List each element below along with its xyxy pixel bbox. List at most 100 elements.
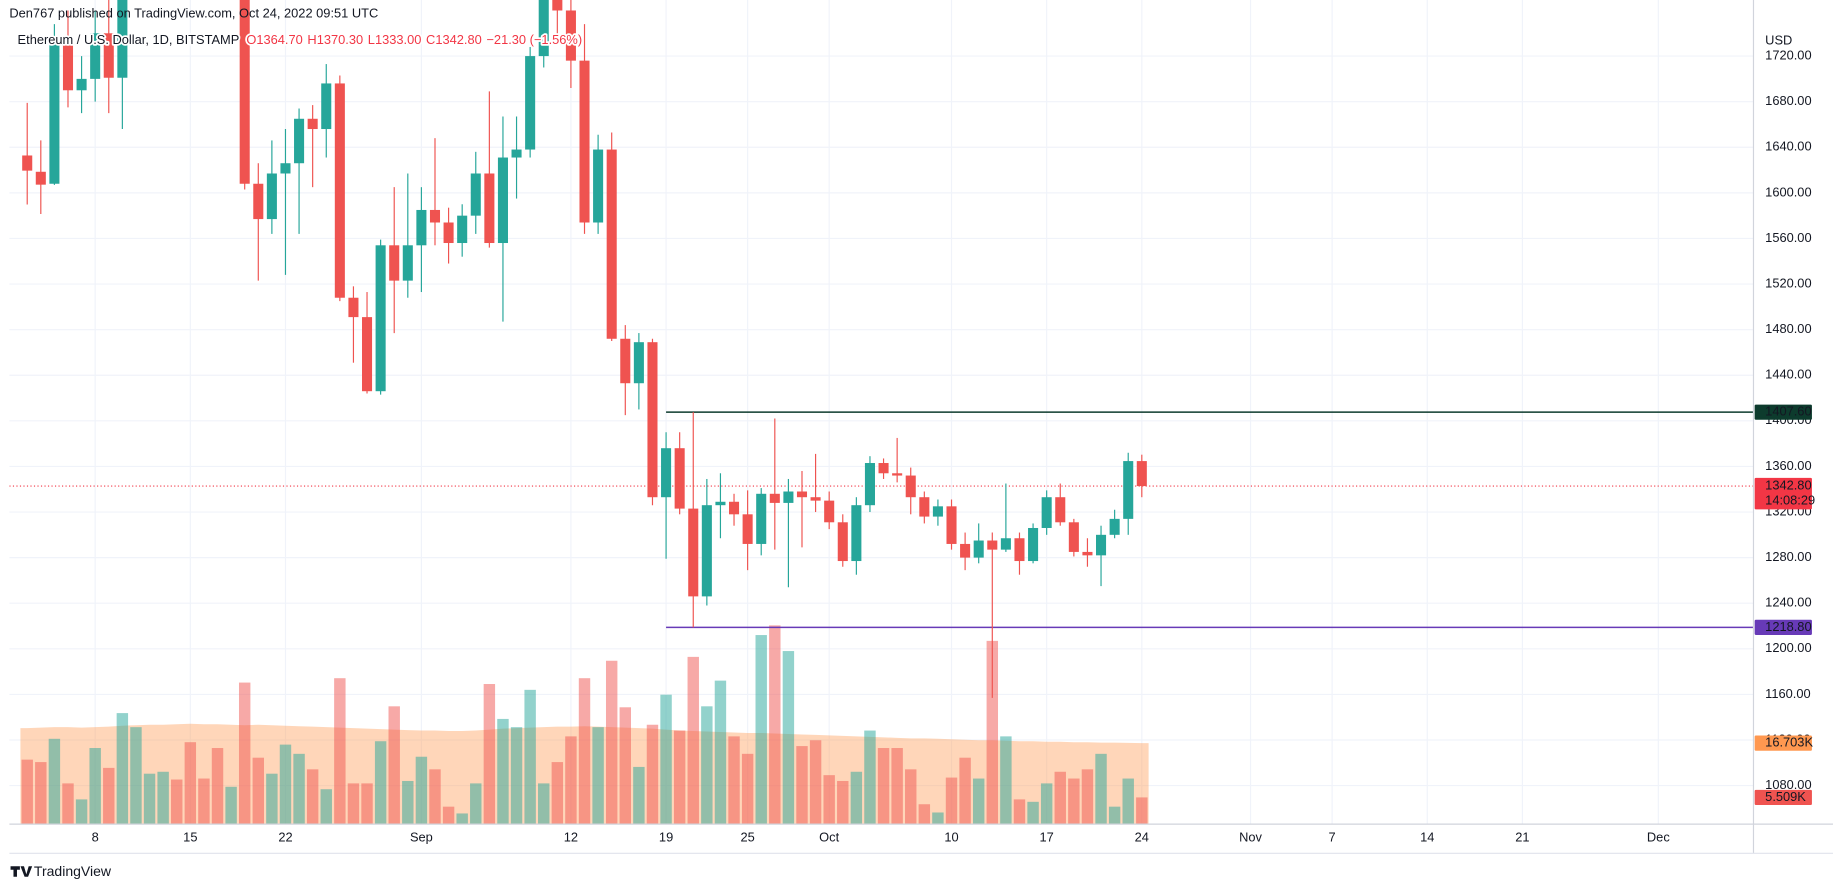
candle-body	[307, 118, 318, 130]
candle	[1096, 525, 1107, 587]
volume-bar	[905, 769, 917, 825]
volume-bar	[334, 678, 346, 825]
legend-high: H1370.30	[307, 32, 363, 47]
x-tick-label: 24	[1135, 830, 1149, 845]
candle	[701, 478, 712, 606]
volume-bar	[198, 778, 210, 825]
volume-bar	[1081, 769, 1094, 825]
candle-body	[661, 448, 672, 498]
candle	[22, 102, 33, 205]
candle	[1068, 518, 1079, 557]
candle-body	[796, 491, 808, 498]
candle	[783, 478, 794, 588]
candle-body	[892, 473, 903, 476]
volume-bar	[1000, 736, 1012, 825]
candle-body	[402, 245, 413, 281]
candle-body	[484, 173, 495, 244]
footer-logo: TradingView	[10, 863, 112, 879]
candle	[117, 0, 128, 130]
candle	[307, 105, 318, 188]
candle-body	[810, 497, 821, 501]
x-tick-label: 12	[564, 830, 578, 845]
volume-bar	[62, 783, 74, 825]
volume-ma-label-box	[1754, 735, 1812, 751]
candle-body	[593, 149, 604, 223]
candle	[810, 453, 821, 513]
candle	[688, 412, 699, 628]
volume-bar	[565, 736, 577, 825]
candle-body	[905, 475, 916, 498]
candle-body	[266, 173, 277, 220]
candle	[49, 24, 60, 185]
candle	[1014, 532, 1025, 575]
candle-body	[76, 78, 87, 91]
candle	[103, 0, 114, 114]
volume-bar	[932, 812, 944, 825]
candle-body	[538, 0, 549, 57]
volume-bar	[497, 718, 509, 825]
candle	[579, 24, 590, 234]
volume-bar	[1054, 771, 1066, 825]
volume-bar	[1068, 778, 1080, 825]
volume-bar	[837, 780, 849, 825]
candle-body	[973, 540, 984, 558]
candle-body	[987, 540, 998, 550]
candle-body	[389, 245, 400, 281]
candle	[715, 473, 726, 539]
volume-bar	[1095, 753, 1107, 825]
y-tick-label: 1480.00	[1765, 321, 1811, 336]
candle-body	[443, 222, 454, 244]
volume-bar	[388, 706, 400, 825]
volume-bar	[157, 771, 169, 825]
candle-body	[565, 10, 576, 61]
candle	[606, 132, 617, 342]
volume-bar	[1136, 797, 1148, 825]
candle-body	[552, 0, 563, 11]
candle-body	[497, 157, 508, 244]
level-label: 1407.60	[1765, 404, 1811, 419]
candle	[1136, 454, 1147, 498]
x-tick-label: 22	[278, 830, 292, 845]
y-tick-label: 1280.00	[1765, 549, 1811, 564]
volume-bar	[225, 786, 237, 825]
volume-bar	[959, 757, 971, 825]
candle-body	[837, 522, 848, 562]
candle	[824, 491, 835, 530]
volume-bar	[211, 748, 224, 825]
volume-bar	[524, 689, 536, 825]
candle-body	[525, 56, 536, 150]
candle	[1041, 490, 1052, 535]
candle-body	[294, 118, 305, 164]
candle	[742, 490, 753, 571]
candle-body	[117, 0, 128, 78]
volume-bar	[320, 789, 332, 825]
volume-bar	[130, 727, 142, 825]
candle-body	[674, 448, 685, 509]
candle	[552, 0, 563, 39]
candle	[851, 497, 862, 575]
legend-open: O1364.70	[246, 32, 302, 47]
volume-bar	[103, 767, 115, 825]
volume-bar	[619, 707, 631, 825]
volume-label: 5.509K	[1765, 789, 1806, 804]
candle-body	[579, 60, 590, 223]
x-tick-label: Dec	[1647, 830, 1670, 845]
x-tick-label: 19	[659, 830, 673, 845]
volume-bar	[374, 741, 387, 825]
candle	[484, 91, 495, 248]
candle	[239, 0, 250, 190]
volume-bar	[972, 778, 985, 825]
candle-body	[1136, 461, 1147, 487]
volume-bar	[578, 678, 591, 825]
candle-body	[1028, 527, 1039, 562]
candle-body	[633, 342, 644, 384]
candle-body	[769, 493, 780, 503]
volume-bar	[714, 680, 727, 825]
candle-body	[321, 83, 332, 130]
volume-bar	[171, 779, 183, 825]
countdown-label: 14:08:29	[1765, 493, 1815, 508]
candle-body	[1068, 522, 1079, 552]
candle-body	[932, 506, 943, 517]
legend: Ethereum / U.S. Dollar, 1D, BITSTAMP O136…	[18, 32, 583, 47]
